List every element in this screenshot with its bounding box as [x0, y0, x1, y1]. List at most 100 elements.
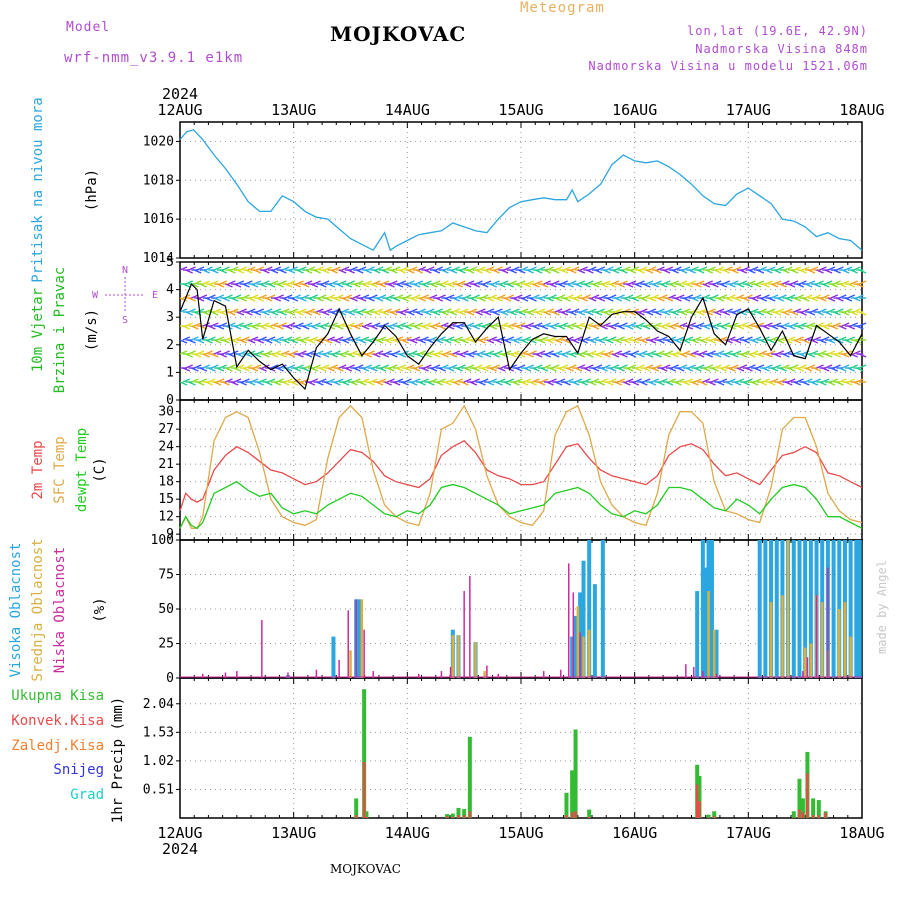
wind-arrow	[381, 280, 390, 285]
wind-arrow	[631, 350, 640, 355]
wind-arrow	[642, 367, 651, 372]
wind-arrow	[677, 283, 685, 288]
wind-arrow	[557, 283, 566, 288]
wind-arrow	[441, 269, 449, 274]
wind-arrow	[304, 322, 313, 327]
wind-arrow	[546, 350, 554, 355]
cloud-low-bar	[417, 673, 420, 678]
wind-arrow	[645, 280, 654, 285]
model-name: wrf-nmm_v3.9.1 e1km	[64, 50, 244, 66]
y-tick-label: 15	[158, 492, 174, 507]
wind-arrow	[290, 381, 299, 386]
wind-arrow	[566, 336, 574, 341]
wind-arrow	[480, 294, 489, 299]
wind-arrow	[517, 364, 526, 369]
wind-arrow	[611, 353, 620, 358]
wind-arrow	[611, 322, 620, 327]
wind-arrow	[821, 325, 830, 330]
wind-arrow	[779, 294, 787, 299]
wind-arrow	[742, 350, 750, 355]
wind-arrow	[441, 311, 449, 316]
wind-arrow	[546, 339, 554, 344]
wind-arrow	[776, 350, 785, 355]
wind-arrow	[307, 339, 316, 344]
wind-arrow	[770, 367, 779, 372]
cloud-low-bar	[449, 666, 452, 678]
precip-total-bar	[450, 813, 455, 818]
wind-arrow	[844, 266, 853, 271]
wind-arrow	[512, 381, 520, 386]
wind-arrow	[264, 339, 273, 344]
wind-arrow	[674, 339, 682, 344]
cloud-low-bar	[486, 665, 488, 678]
precip-total-bar	[445, 814, 450, 818]
wind-arrow	[549, 294, 557, 299]
wind-arrow	[179, 381, 188, 386]
wind-arrow	[213, 297, 222, 302]
wind-arrow	[398, 322, 407, 327]
cloud-high-bar	[695, 591, 700, 678]
wind-arrow	[202, 280, 211, 285]
wind-arrow	[293, 367, 301, 372]
wind-arrow	[554, 266, 563, 271]
wind-arrow	[753, 367, 762, 372]
wind-arrow	[353, 283, 361, 288]
wind-arrow	[497, 336, 506, 341]
wind-arrow	[264, 350, 273, 355]
wind-arrow	[739, 353, 748, 358]
cloud-high-bar	[848, 540, 853, 678]
wind-arrow	[387, 336, 395, 341]
wind-arrow	[665, 266, 674, 271]
wind-arrow	[401, 381, 409, 386]
wind-arrow	[279, 322, 287, 327]
wind-arrow	[353, 325, 361, 330]
wind-arrow	[478, 350, 486, 355]
wind-arrow	[551, 364, 560, 369]
wind-arrow	[841, 322, 850, 327]
wind-arrow	[813, 283, 821, 288]
wind-arrow	[304, 311, 313, 316]
wind-arrow	[236, 353, 245, 358]
wind-arrow	[773, 280, 782, 285]
wind-arrow	[617, 336, 625, 341]
cloud-high-bar	[587, 540, 592, 678]
wind-arrow	[463, 294, 472, 299]
wind-arrow	[586, 364, 594, 369]
wind-arrow	[836, 297, 844, 302]
cloud-mid-bar	[843, 602, 847, 678]
wind-arrow	[713, 353, 722, 358]
wind-arrow	[409, 350, 418, 355]
wind-arrow	[605, 350, 614, 355]
wind-arrow	[375, 350, 384, 355]
wind-arrow	[245, 322, 253, 327]
wind-arrow	[532, 294, 540, 299]
wind-arrow	[205, 339, 213, 344]
wind-arrow	[375, 308, 384, 313]
wind-arrow	[404, 378, 412, 383]
wind-arrow	[520, 339, 529, 344]
wind-arrow	[799, 322, 807, 327]
wind-arrow	[205, 381, 213, 386]
wind-arrow	[819, 350, 827, 355]
wind-arrow	[273, 297, 282, 302]
wind-arrow	[196, 350, 205, 355]
wind-arrow	[458, 280, 466, 285]
wind-arrow	[284, 294, 293, 299]
precip-total-bar	[456, 807, 461, 818]
wind-arrow	[307, 308, 316, 313]
wind-arrow	[628, 353, 637, 358]
time-label-top: 17AUG	[726, 101, 771, 119]
wind-arrow	[230, 308, 239, 313]
wind-arrow	[333, 297, 341, 302]
wind-arrow	[489, 336, 498, 341]
wind-arrow	[631, 381, 640, 386]
wind-arrow	[662, 322, 671, 327]
wind-arrow	[773, 311, 782, 316]
wind-arrow	[605, 297, 614, 302]
temp-sfc-axis-label: SFC Temp	[52, 436, 68, 503]
wind-arrow	[856, 283, 864, 288]
wind-arrow	[810, 339, 819, 344]
wind-arrow	[830, 294, 839, 299]
wind-arrow	[233, 283, 242, 288]
wind-arrow	[489, 294, 498, 299]
